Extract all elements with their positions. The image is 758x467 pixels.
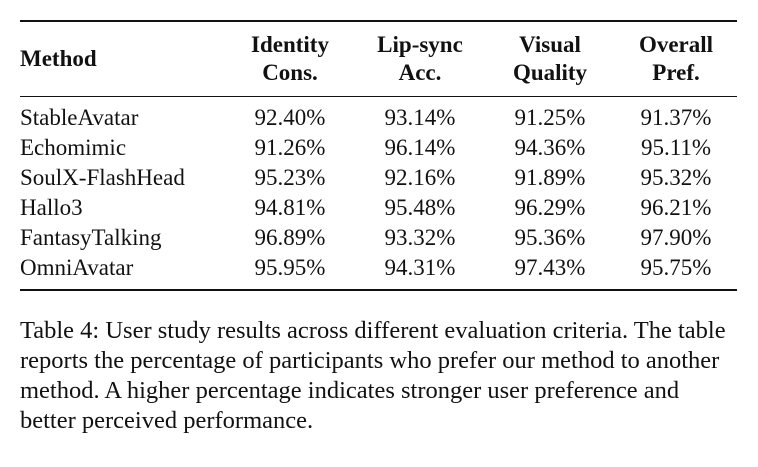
cell-visual-quality: 91.89% [514, 165, 586, 190]
header-line: Visual [519, 32, 581, 57]
cell-visual-quality: 94.36% [514, 135, 586, 160]
table-row: Hallo3 94.81% 95.48% 96.29% 96.21% [20, 193, 737, 223]
user-study-table: Method Identity Cons. Lip-sync Acc. Visual… [20, 22, 737, 289]
cell-visual-quality: 97.43% [514, 255, 586, 280]
cell-method: Hallo3 [20, 195, 83, 220]
cell-identity-cons: 94.81% [254, 195, 326, 220]
cell-visual-quality: 96.29% [514, 195, 586, 220]
cell-lip-sync-acc: 95.48% [384, 195, 456, 220]
cell-lip-sync-acc: 94.31% [384, 255, 456, 280]
cell-method: StableAvatar [20, 105, 139, 130]
header-lip-sync-acc: Lip-sync Acc. [355, 22, 485, 96]
table-row: Echomimic 91.26% 96.14% 94.36% 95.11% [20, 133, 737, 163]
table-row: FantasyTalking 96.89% 93.32% 95.36% 97.9… [20, 223, 737, 253]
table-top-rule [20, 20, 737, 22]
header-line: Acc. [398, 60, 442, 85]
header-line: Identity [251, 32, 329, 57]
cell-lip-sync-acc: 96.14% [384, 135, 456, 160]
table-header-row: Method Identity Cons. Lip-sync Acc. Visual… [20, 22, 737, 96]
table-row: StableAvatar 92.40% 93.14% 91.25% 91.37% [20, 97, 737, 133]
cell-lip-sync-acc: 93.32% [384, 225, 456, 250]
results-table-container: Method Identity Cons. Lip-sync Acc. Visual… [20, 20, 737, 291]
table-caption: Table 4: User study results across diffe… [20, 317, 726, 434]
cell-method: OmniAvatar [20, 255, 134, 280]
cell-overall-pref: 91.37% [640, 105, 712, 130]
cell-identity-cons: 96.89% [254, 225, 326, 250]
cell-visual-quality: 95.36% [514, 225, 586, 250]
table-row: OmniAvatar 95.95% 94.31% 97.43% 95.75% [20, 253, 737, 289]
table-row: SoulX-FlashHead 95.23% 92.16% 91.89% 95.… [20, 163, 737, 193]
cell-identity-cons: 95.95% [254, 255, 326, 280]
header-line: Overall [638, 32, 714, 57]
header-identity-cons: Identity Cons. [225, 22, 355, 96]
header-visual-quality: Visual Quality [485, 22, 615, 96]
cell-method: Echomimic [20, 135, 127, 160]
cell-identity-cons: 95.23% [254, 165, 326, 190]
cell-overall-pref: 95.75% [640, 255, 712, 280]
cell-overall-pref: 97.90% [640, 225, 712, 250]
cell-visual-quality: 91.25% [514, 105, 586, 130]
header-line: Quality [512, 60, 588, 85]
cell-method: FantasyTalking [20, 225, 162, 250]
header-line: Lip-sync [377, 32, 463, 57]
cell-lip-sync-acc: 93.14% [384, 105, 456, 130]
cell-overall-pref: 95.11% [640, 135, 712, 160]
header-line: Cons. [262, 60, 318, 85]
header-line: Method [20, 46, 97, 71]
cell-identity-cons: 91.26% [254, 135, 326, 160]
header-line: Pref. [652, 60, 700, 85]
cell-identity-cons: 92.40% [254, 105, 326, 130]
header-overall-pref: Overall Pref. [615, 22, 737, 96]
cell-method: SoulX-FlashHead [20, 165, 185, 190]
cell-overall-pref: 96.21% [640, 195, 712, 220]
table-bottom-rule [20, 289, 737, 291]
table-header-rule [20, 96, 737, 97]
header-method: Method [20, 22, 225, 96]
cell-lip-sync-acc: 92.16% [384, 165, 456, 190]
cell-overall-pref: 95.32% [640, 165, 712, 190]
